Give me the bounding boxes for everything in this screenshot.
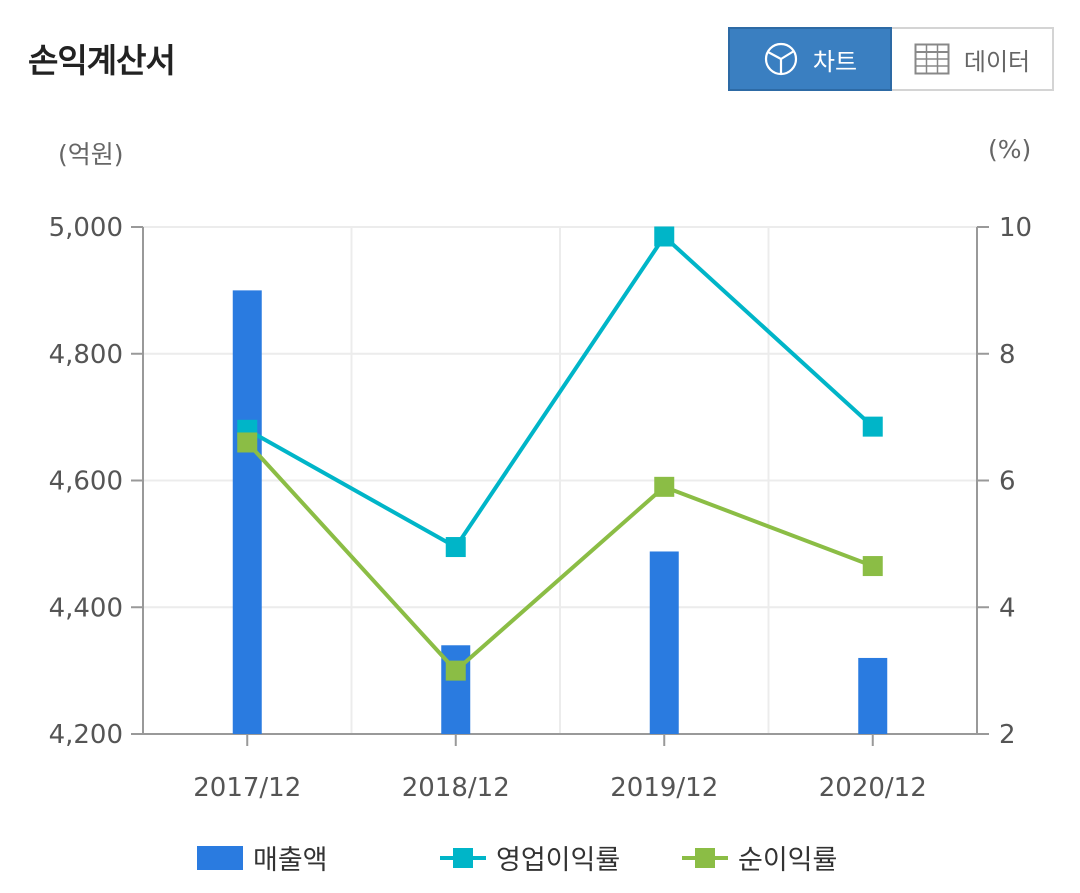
page-title: 손익계산서 <box>28 41 176 80</box>
x-tick-label: 2020/12 <box>819 773 927 803</box>
right-tick-label: 4 <box>999 593 1016 623</box>
x-tick-label: 2017/12 <box>193 773 301 803</box>
right-axis-unit: (%) <box>988 135 1032 164</box>
right-tick-label: 8 <box>999 340 1016 370</box>
point-net-2019/12 <box>654 476 675 497</box>
x-tick-label: 2019/12 <box>610 773 718 803</box>
view-toggle: 차트 데이터 <box>728 27 1054 91</box>
right-tick-label: 2 <box>999 720 1016 750</box>
left-axis-unit: (억원) <box>58 140 124 169</box>
legend-item-operating[interactable]: 영업이익률 <box>440 838 620 877</box>
series-line-operating <box>246 234 875 550</box>
legend-item-net[interactable]: 순이익률 <box>682 838 837 877</box>
pie-chart-icon <box>763 41 799 77</box>
bar-2019/12 <box>649 551 679 734</box>
legend-label-operating: 영업이익률 <box>496 845 621 876</box>
series-line-net <box>245 441 874 673</box>
left-tick-label: 5,000 <box>49 213 123 243</box>
point-net-2020/12 <box>862 556 883 577</box>
legend-swatch-net <box>682 847 728 868</box>
point-operating-2018/12 <box>445 537 466 558</box>
legend-item-sales[interactable]: 매출액 <box>197 838 328 877</box>
tab-chart-label: 차트 <box>812 47 858 76</box>
point-operating-2020/12 <box>862 416 883 437</box>
table-icon <box>914 43 950 75</box>
tab-data[interactable]: 데이터 <box>892 27 1054 91</box>
point-operating-2019/12 <box>654 226 675 247</box>
left-tick-label: 4,800 <box>49 340 123 370</box>
legend-label-sales: 매출액 <box>253 845 328 876</box>
point-net-2018/12 <box>445 660 466 681</box>
right-tick-label: 6 <box>999 467 1016 497</box>
legend-swatch-operating <box>440 847 486 868</box>
legend-label-net: 순이익률 <box>738 845 838 876</box>
right-tick-label: 10 <box>999 213 1032 243</box>
bar-2017/12 <box>232 290 262 734</box>
tab-data-label: 데이터 <box>963 47 1031 76</box>
left-tick-label: 4,600 <box>49 467 123 497</box>
left-tick-label: 4,200 <box>49 720 123 750</box>
tab-chart[interactable]: 차트 <box>728 27 892 91</box>
legend-swatch-bar <box>197 845 243 870</box>
left-tick-label: 4,400 <box>49 593 123 623</box>
legend: 매출액 영업이익률 순이익률 <box>0 838 1080 888</box>
point-net-2017/12 <box>237 432 258 453</box>
bar-2020/12 <box>858 657 888 734</box>
x-tick-label: 2018/12 <box>402 773 510 803</box>
